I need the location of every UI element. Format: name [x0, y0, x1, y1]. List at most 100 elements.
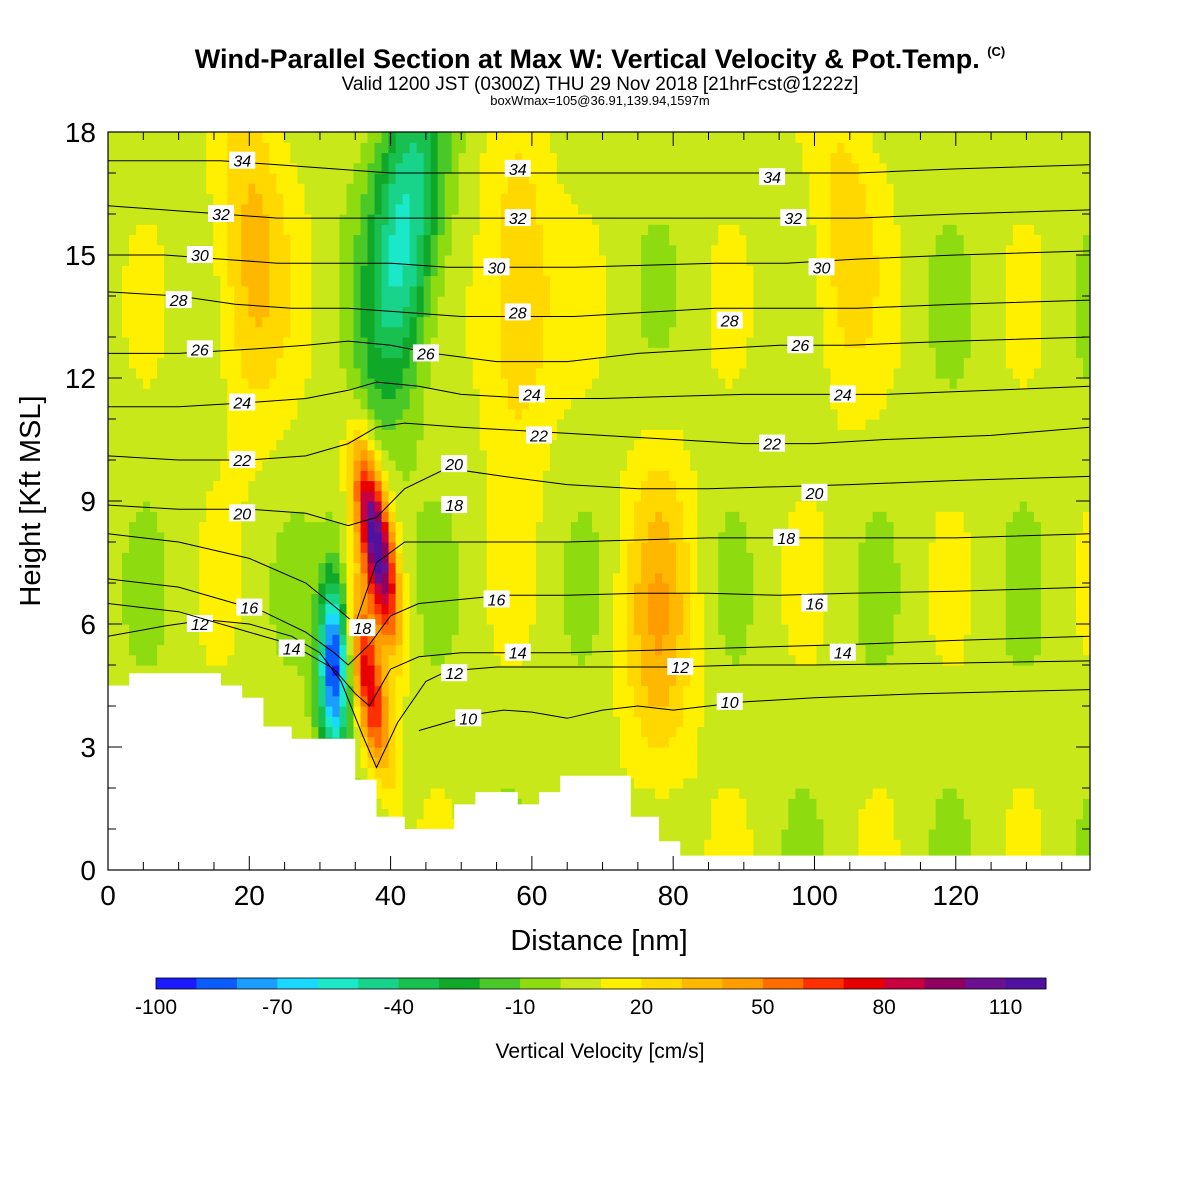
velocity-cell [262, 706, 270, 717]
velocity-cell [255, 583, 263, 594]
velocity-cell [788, 593, 796, 605]
velocity-cell [753, 808, 761, 820]
velocity-cell [563, 603, 572, 615]
velocity-cell [669, 634, 677, 646]
velocity-cell [1054, 511, 1063, 523]
velocity-cell [662, 757, 670, 769]
velocity-cell [262, 531, 270, 543]
velocity-cell [472, 685, 481, 697]
velocity-cell [599, 726, 607, 738]
velocity-cell [725, 511, 733, 523]
velocity-cell [725, 665, 733, 676]
velocity-cell [858, 808, 867, 820]
velocity-cell [1019, 726, 1028, 738]
velocity-cell [984, 757, 993, 769]
velocity-cell [676, 624, 684, 635]
velocity-cell [542, 511, 551, 523]
velocity-cell [178, 511, 186, 523]
velocity-cell [507, 757, 516, 769]
velocity-cell [318, 654, 327, 666]
velocity-cell [704, 716, 712, 728]
velocity-cell [563, 685, 572, 697]
velocity-cell [563, 695, 572, 707]
velocity-cell [949, 624, 958, 635]
velocity-cell [108, 675, 116, 687]
velocity-cell [872, 736, 881, 748]
velocity-cell [570, 521, 579, 533]
velocity-cell [465, 747, 474, 758]
velocity-cell [620, 583, 628, 594]
velocity-cell [276, 613, 284, 625]
velocity-cell [346, 685, 355, 697]
velocity-cell [879, 583, 888, 594]
velocity-cell [816, 552, 825, 564]
velocity-cell [886, 542, 895, 553]
velocity-cell [129, 542, 137, 553]
velocity-cell [942, 542, 951, 553]
velocity-cell [1012, 644, 1021, 656]
velocity-cell [542, 562, 551, 574]
velocity-cell [935, 542, 944, 553]
velocity-cell [367, 726, 376, 738]
velocity-cell [907, 849, 916, 861]
velocity-cell [339, 501, 348, 512]
velocity-cell [556, 531, 565, 543]
velocity-cell [662, 562, 670, 574]
velocity-cell [802, 531, 811, 543]
velocity-cell [1005, 624, 1014, 635]
velocity-cell [802, 542, 811, 553]
velocity-cell [956, 747, 965, 758]
velocity-cell [381, 644, 390, 656]
velocity-cell [577, 552, 586, 564]
velocity-cell [409, 501, 418, 512]
velocity-cell [556, 613, 565, 625]
velocity-cell [837, 788, 846, 799]
velocity-cell [893, 695, 902, 707]
velocity-cell [514, 675, 523, 687]
velocity-cell [374, 736, 383, 748]
velocity-cell [1075, 562, 1084, 574]
velocity-cell [416, 552, 425, 564]
velocity-cell [164, 562, 172, 574]
velocity-cell [493, 747, 502, 758]
velocity-cell [634, 675, 642, 687]
velocity-cell [844, 634, 853, 646]
velocity-cell [949, 511, 958, 523]
velocity-cell [465, 644, 474, 656]
velocity-cell [697, 757, 705, 769]
velocity-cell [430, 716, 439, 728]
velocity-cell [865, 788, 874, 799]
velocity-cell [837, 736, 846, 748]
velocity-cell [1075, 726, 1084, 738]
velocity-cell [395, 644, 404, 656]
velocity-cell [788, 521, 796, 533]
velocity-cell [1061, 726, 1070, 738]
velocity-cell [613, 562, 621, 574]
velocity-cell [893, 542, 902, 553]
velocity-cell [346, 572, 355, 584]
velocity-cell [627, 634, 635, 646]
velocity-cell [998, 726, 1007, 738]
velocity-cell [1061, 808, 1070, 820]
velocity-cell [500, 613, 509, 625]
velocity-cell [935, 613, 944, 625]
velocity-cell [865, 685, 874, 697]
velocity-cell [872, 726, 881, 738]
velocity-cell [1040, 839, 1049, 851]
velocity-cell [444, 613, 453, 625]
velocity-cell [1019, 552, 1028, 564]
velocity-cell [325, 654, 334, 666]
velocity-cell [115, 654, 123, 666]
velocity-cell [206, 542, 214, 553]
velocity-cell [998, 818, 1007, 830]
velocity-cell [823, 798, 832, 810]
velocity-cell [851, 726, 860, 738]
velocity-cell [115, 665, 123, 676]
velocity-cell [549, 521, 558, 533]
velocity-cell [816, 572, 825, 584]
velocity-cell [613, 757, 621, 769]
velocity-cell [164, 531, 172, 543]
velocity-cell [816, 829, 825, 840]
velocity-cell [774, 798, 782, 810]
velocity-cell [255, 685, 263, 697]
